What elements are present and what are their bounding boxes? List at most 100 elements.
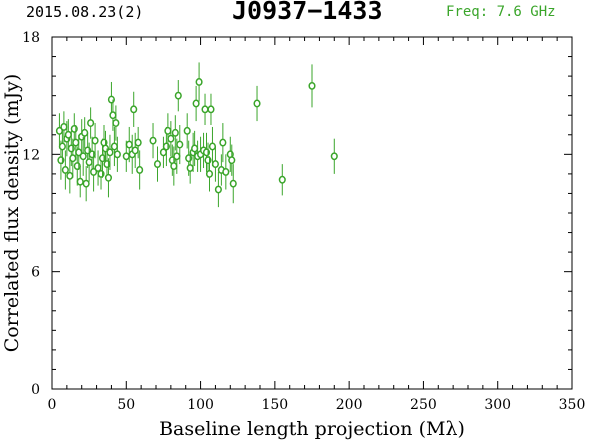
point-marker [82, 179, 90, 188]
point-marker [134, 138, 142, 147]
point-marker [79, 152, 87, 161]
point-marker [136, 166, 144, 174]
data-point [171, 115, 179, 151]
point-marker [174, 91, 182, 100]
point-marker [153, 160, 162, 169]
data-point [109, 99, 117, 131]
point-marker [167, 134, 175, 143]
data-point [159, 136, 167, 169]
x-tick-label: 350 [559, 397, 586, 413]
x-tick-label: 250 [410, 397, 437, 413]
y-tick-label: 0 [31, 382, 40, 398]
point-marker [58, 142, 66, 151]
x-axis-title: Baseline length projection (Mλ) [159, 418, 465, 440]
point-marker [72, 138, 80, 147]
point-marker [308, 81, 316, 90]
data-point [167, 121, 175, 157]
data-point [106, 134, 114, 170]
point-marker [87, 119, 95, 127]
point-marker [176, 140, 184, 149]
point-marker [76, 177, 84, 186]
point-marker [91, 136, 99, 145]
data-point [131, 132, 139, 169]
point-marker [149, 136, 157, 145]
data-point [110, 126, 118, 167]
x-tick-label: 0 [48, 397, 57, 413]
data-point [219, 123, 227, 163]
point-marker [109, 111, 117, 120]
data-point [128, 134, 136, 174]
point-marker [170, 162, 178, 171]
data-point [87, 107, 95, 139]
point-marker [229, 179, 237, 188]
point-marker [195, 78, 203, 86]
point-marker [125, 140, 133, 149]
point-marker [214, 185, 222, 194]
point-marker [164, 126, 172, 135]
x-tick-label: 200 [336, 397, 363, 413]
point-marker [112, 119, 120, 127]
x-tick-label: 300 [484, 397, 511, 413]
data-point [107, 81, 115, 118]
y-tick-label: 12 [22, 147, 40, 163]
y-axis-title: Correlated flux density (mJy) [1, 74, 23, 353]
point-marker [183, 126, 191, 135]
data-point [192, 85, 200, 122]
point-marker [278, 175, 286, 184]
data-point [222, 154, 230, 190]
data-point [195, 62, 203, 102]
data-point [201, 93, 209, 125]
data-point [76, 166, 84, 198]
data-point [183, 113, 191, 149]
y-tick-label: 6 [31, 265, 40, 281]
point-marker [192, 99, 200, 108]
point-marker [85, 158, 93, 167]
data-point [214, 171, 222, 208]
data-point [82, 166, 90, 202]
point-marker [113, 150, 121, 159]
data-point [253, 85, 261, 122]
data-point [113, 136, 121, 172]
data-point [330, 138, 338, 174]
x-tick-label: 100 [187, 397, 214, 413]
point-marker [81, 128, 89, 137]
point-marker [222, 167, 230, 176]
x-tick-label: 150 [261, 397, 288, 413]
point-marker [173, 152, 181, 161]
point-marker [61, 166, 69, 174]
y-tick-label: 18 [22, 30, 40, 46]
data-point [153, 146, 162, 182]
frequency-label: Freq: 7.6 GHz [446, 4, 556, 20]
point-marker [131, 146, 139, 155]
point-marker [106, 148, 114, 157]
point-marker [171, 128, 179, 137]
point-marker [330, 152, 338, 161]
point-marker [228, 156, 236, 165]
axis-ticks [51, 36, 573, 390]
data-point [112, 105, 120, 141]
data-point [229, 164, 237, 204]
data-point [136, 150, 144, 190]
point-marker [130, 105, 138, 114]
data-point [149, 123, 157, 159]
data-point [79, 136, 87, 176]
point-marker [208, 142, 217, 151]
data-point [176, 125, 184, 165]
data-point [278, 164, 286, 196]
data-point [174, 80, 182, 112]
data-point [61, 150, 69, 190]
point-marker [104, 173, 113, 182]
point-marker [186, 164, 194, 172]
data-point [197, 136, 205, 172]
data-point [211, 146, 219, 182]
point-marker [207, 105, 215, 114]
point-marker [219, 138, 227, 147]
point-marker [253, 99, 261, 108]
data-point [85, 142, 93, 182]
point-marker [64, 130, 72, 139]
point-marker [191, 144, 199, 153]
data-point [228, 144, 236, 176]
x-tick-label: 50 [117, 397, 135, 413]
data-point [90, 152, 98, 192]
data-point [207, 93, 215, 125]
